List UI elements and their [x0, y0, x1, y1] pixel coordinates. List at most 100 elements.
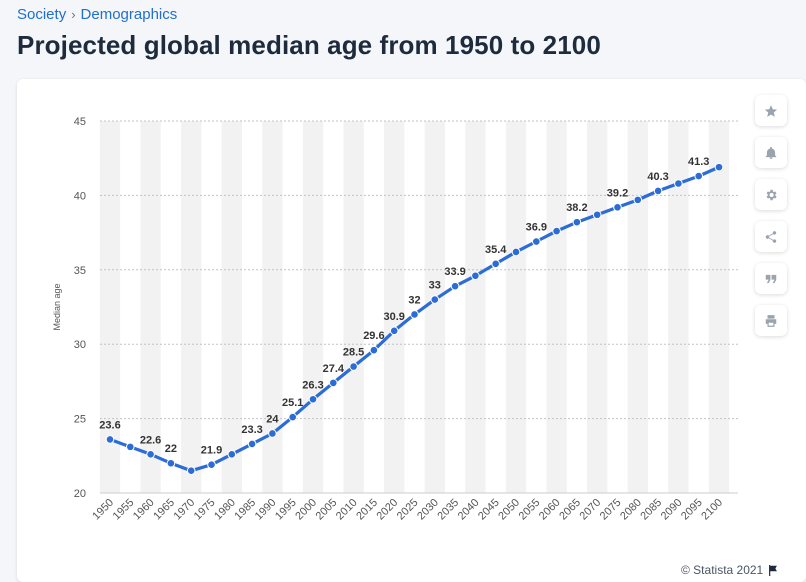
data-label: 39.2	[607, 187, 628, 199]
column-band	[505, 121, 527, 493]
x-tick-label: 2060	[537, 497, 563, 523]
data-point	[146, 450, 155, 459]
y-tick-label: 25	[74, 414, 86, 426]
y-tick-label: 45	[74, 116, 86, 128]
data-point	[511, 247, 521, 257]
notification-button[interactable]	[755, 137, 787, 168]
x-tick-label: 2045	[476, 497, 502, 523]
x-tick-label: 1975	[192, 497, 218, 523]
column-band	[384, 121, 405, 493]
source-credit[interactable]: © Statista 2021	[681, 563, 778, 577]
column-band	[343, 121, 364, 493]
column-band	[302, 121, 324, 493]
data-label: 35.4	[485, 244, 507, 256]
data-label: 24	[266, 413, 279, 425]
data-point	[268, 429, 277, 438]
gear-icon	[766, 189, 777, 200]
x-tick-label: 2040	[456, 497, 482, 523]
x-tick-label: 2015	[354, 497, 380, 523]
x-tick-label: 2070	[578, 497, 604, 523]
share-button[interactable]	[755, 221, 787, 252]
x-tick-label: 2100	[699, 497, 725, 523]
quote-icon	[765, 274, 777, 283]
x-tick-label: 2030	[415, 497, 441, 523]
share-icon	[765, 230, 777, 243]
column-band	[262, 121, 283, 493]
data-label: 33.9	[444, 266, 465, 278]
x-tick-label: 1960	[131, 497, 157, 523]
settings-button[interactable]	[755, 179, 787, 210]
data-point	[288, 412, 298, 422]
data-label: 22.6	[140, 434, 161, 446]
x-tick-label: 1995	[273, 497, 299, 523]
data-point	[674, 179, 683, 188]
x-tick-label: 2090	[659, 497, 685, 523]
x-tick-label: 2025	[395, 497, 421, 523]
print-icon	[765, 314, 777, 327]
data-label: 23.6	[99, 419, 120, 431]
breadcrumb-demographics-link[interactable]: Demographics	[80, 6, 178, 23]
star-icon	[764, 104, 778, 117]
data-point	[653, 186, 663, 196]
data-point	[166, 458, 176, 468]
data-label: 22	[165, 443, 177, 455]
breadcrumb-separator: ›	[71, 7, 76, 22]
data-label: 30.9	[383, 311, 404, 323]
data-point	[552, 226, 561, 236]
column-band	[708, 121, 730, 493]
column-band	[627, 121, 648, 493]
data-point	[349, 362, 358, 371]
y-tick-label: 30	[74, 339, 86, 351]
x-tick-label: 2035	[435, 497, 461, 523]
column-band	[140, 121, 161, 493]
data-label: 25.1	[282, 397, 303, 409]
data-point	[410, 310, 419, 319]
chart-toolbar	[755, 95, 787, 336]
x-tick-label: 1980	[212, 497, 238, 523]
column-band	[99, 121, 121, 493]
x-tick-label: 2000	[293, 497, 319, 523]
breadcrumb-society-link[interactable]: Society	[17, 6, 67, 23]
data-point	[572, 217, 582, 227]
y-tick-label: 35	[74, 265, 86, 277]
data-point	[714, 162, 724, 172]
column-band	[221, 121, 242, 493]
data-point	[207, 460, 216, 470]
x-tick-label: 2005	[314, 497, 340, 523]
data-point	[126, 442, 135, 452]
data-label: 21.9	[201, 445, 222, 457]
x-tick-label: 1955	[111, 497, 137, 523]
flag-icon	[769, 564, 778, 576]
page-title: Projected global median age from 1950 to…	[17, 30, 601, 60]
x-tick-label: 2065	[557, 497, 583, 523]
column-band	[668, 121, 689, 493]
data-point	[105, 435, 115, 444]
x-tick-label: 2010	[334, 497, 360, 523]
data-label: 41.3	[688, 156, 709, 168]
data-label: 29.6	[363, 330, 384, 342]
data-label: 40.3	[647, 171, 668, 183]
x-tick-label: 1990	[253, 497, 279, 523]
data-point	[613, 203, 622, 212]
column-band	[546, 121, 567, 493]
data-point	[329, 378, 338, 388]
data-label: 26.3	[302, 379, 323, 391]
y-tick-label: 20	[74, 488, 86, 500]
data-point	[694, 171, 704, 181]
x-tick-label: 2020	[375, 497, 401, 523]
data-label: 23.3	[241, 424, 262, 436]
x-tick-label: 2080	[618, 497, 644, 523]
print-button[interactable]	[755, 305, 787, 336]
data-point	[491, 259, 501, 269]
data-label: 32	[408, 294, 420, 306]
x-tick-label: 2050	[496, 497, 522, 523]
cite-button[interactable]	[755, 263, 787, 294]
data-point	[369, 345, 379, 355]
data-point	[247, 439, 257, 449]
favorite-button[interactable]	[755, 95, 787, 126]
data-point	[308, 394, 318, 404]
x-tick-label: 2085	[638, 497, 664, 523]
x-tick-label: 1965	[151, 497, 177, 523]
column-band	[181, 121, 202, 493]
data-label: 36.9	[526, 222, 547, 234]
